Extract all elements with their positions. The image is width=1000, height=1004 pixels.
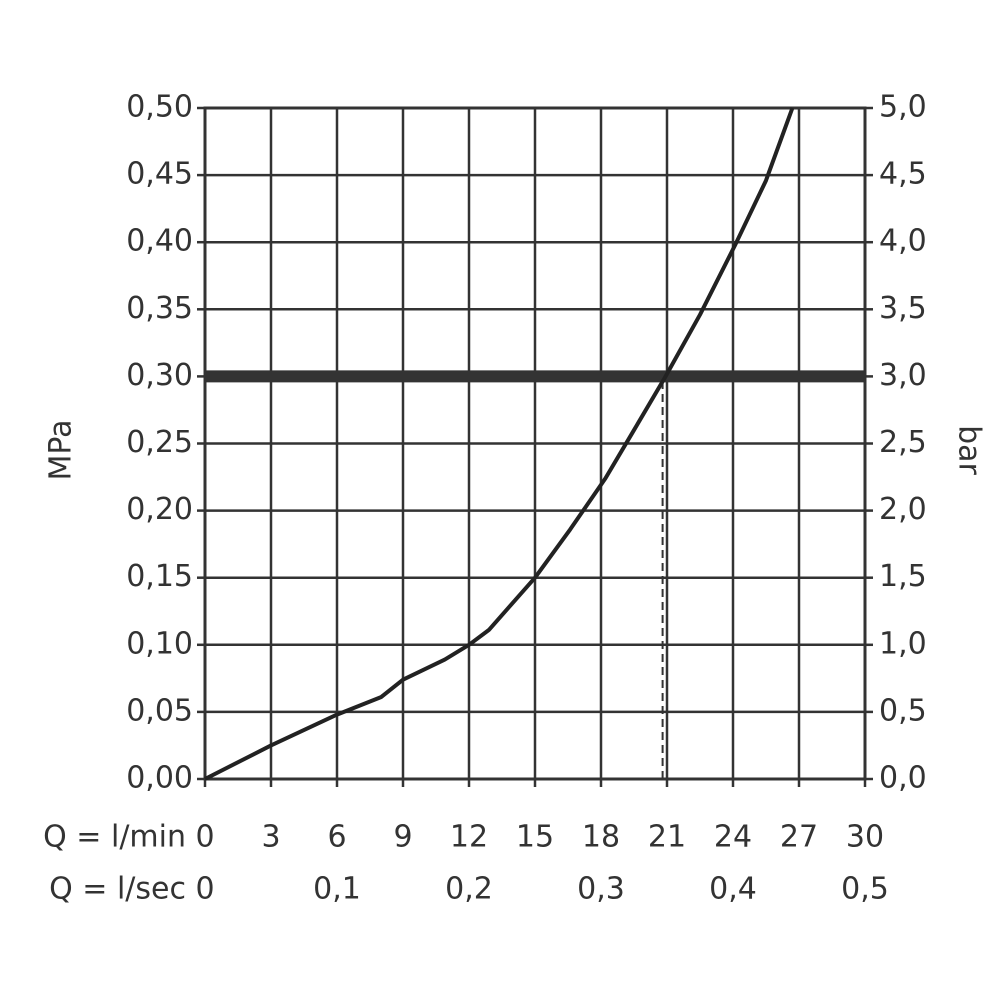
- y2-tick-label: 4,0: [879, 224, 927, 259]
- x2-axis-label: Q = l/sec: [49, 872, 186, 907]
- y2-tick-label: 5,0: [879, 90, 927, 125]
- y2-tick-label: 1,5: [879, 559, 927, 594]
- x2-tick-label: 0,5: [841, 872, 889, 907]
- y2-tick-label: 3,5: [879, 291, 927, 326]
- y2-tick-label: 1,0: [879, 626, 927, 661]
- x-tick-label: 18: [582, 820, 620, 855]
- curve: [204, 107, 795, 781]
- x2-tick-label: 0,4: [709, 872, 757, 907]
- y2-axis-label: bar: [952, 425, 987, 475]
- y-tick-label: 0,30: [126, 358, 193, 393]
- y-tick-label: 0,25: [126, 425, 193, 460]
- y2-tick-label: 0,0: [879, 761, 927, 796]
- y-tick-label: 0,50: [126, 90, 193, 125]
- x-tick-label: 24: [714, 820, 752, 855]
- y-axis-label: MPa: [44, 419, 79, 480]
- y-tick-label: 0,05: [126, 693, 193, 728]
- y-tick-label: 0,45: [126, 157, 193, 192]
- y-tick-label: 0,00: [126, 761, 193, 796]
- y-tick-label: 0,35: [126, 291, 193, 326]
- x-tick-label: 30: [846, 820, 884, 855]
- x-tick-label: 9: [393, 820, 412, 855]
- y2-tick-label: 3,0: [879, 358, 927, 393]
- x-tick-label: 21: [648, 820, 686, 855]
- x-tick-label: 12: [450, 820, 488, 855]
- x2-tick-label: 0,1: [313, 872, 361, 907]
- x-tick-label: 6: [327, 820, 346, 855]
- y2-tick-label: 2,0: [879, 492, 927, 527]
- x-axis-label: Q = l/min: [43, 820, 186, 855]
- x-tick-label: 27: [780, 820, 818, 855]
- x-tick-label: 0: [195, 820, 214, 855]
- y-tick-label: 0,40: [126, 224, 193, 259]
- plot-frame: [203, 106, 867, 781]
- x2-tick-label: 0,3: [577, 872, 625, 907]
- y2-tick-label: 4,5: [879, 157, 927, 192]
- x2-tick-label: 0: [195, 872, 214, 907]
- y-tick-label: 0,10: [126, 626, 193, 661]
- y-tick-label: 0,20: [126, 492, 193, 527]
- y-tick-label: 0,15: [126, 559, 193, 594]
- x-tick-label: 15: [516, 820, 554, 855]
- y2-tick-label: 0,5: [879, 693, 927, 728]
- x2-tick-label: 0,2: [445, 872, 493, 907]
- y2-tick-label: 2,5: [879, 425, 927, 460]
- x-tick-label: 3: [261, 820, 280, 855]
